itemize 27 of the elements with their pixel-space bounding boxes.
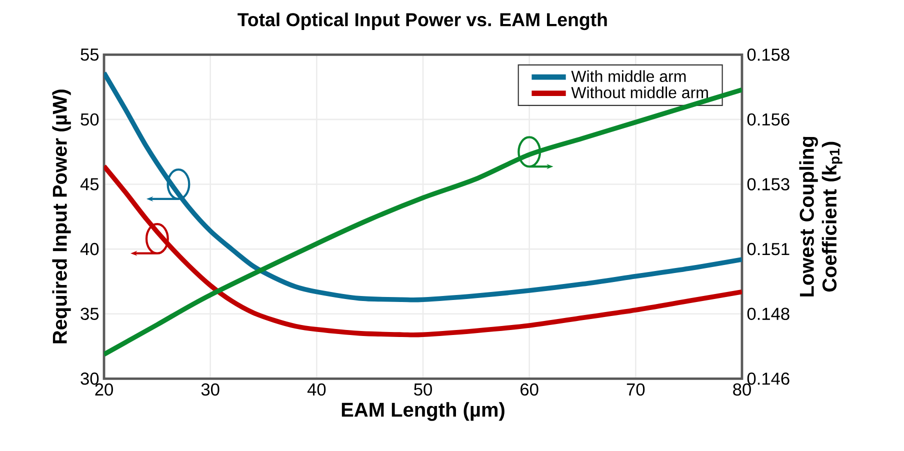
x-axis-title: EAM Length (µm)	[342, 402, 504, 422]
y2-tick-label: 0.148	[747, 308, 790, 320]
chart-title: Total Optical Input Power vs. EAM Length	[238, 12, 607, 30]
legend-label: With middle arm	[571, 70, 686, 82]
y-tick-label: 50	[80, 113, 99, 126]
x-tick-label: 70	[626, 384, 645, 396]
y2-tick-label: 0.153	[747, 178, 790, 191]
line-series	[104, 164, 742, 338]
y2-tick-label: 0.158	[747, 48, 790, 61]
x-tick-label: 60	[520, 384, 538, 396]
line-series	[104, 88, 742, 357]
y-tick-label: 30	[80, 372, 99, 385]
y2-tick-label: 0.156	[747, 113, 790, 126]
x-tick-label: 80	[733, 384, 751, 396]
y2-tick-label: 0.146	[747, 372, 790, 385]
y-tick-label: 40	[80, 243, 99, 256]
x-tick-label: 50	[414, 384, 432, 396]
y-tick-label: 45	[80, 178, 99, 190]
y-axis-title: Required Input Power (µW)	[52, 90, 71, 344]
x-tick-label: 40	[307, 384, 326, 396]
y-tick-label: 35	[80, 308, 99, 320]
line-series	[104, 70, 742, 302]
x-tick-label: 20	[95, 384, 113, 396]
y2-tick-label: 0.151	[747, 243, 790, 256]
x-tick-label: 30	[201, 384, 220, 396]
y-tick-label: 55	[80, 48, 99, 61]
legend-label: Without middle arm	[571, 86, 708, 98]
